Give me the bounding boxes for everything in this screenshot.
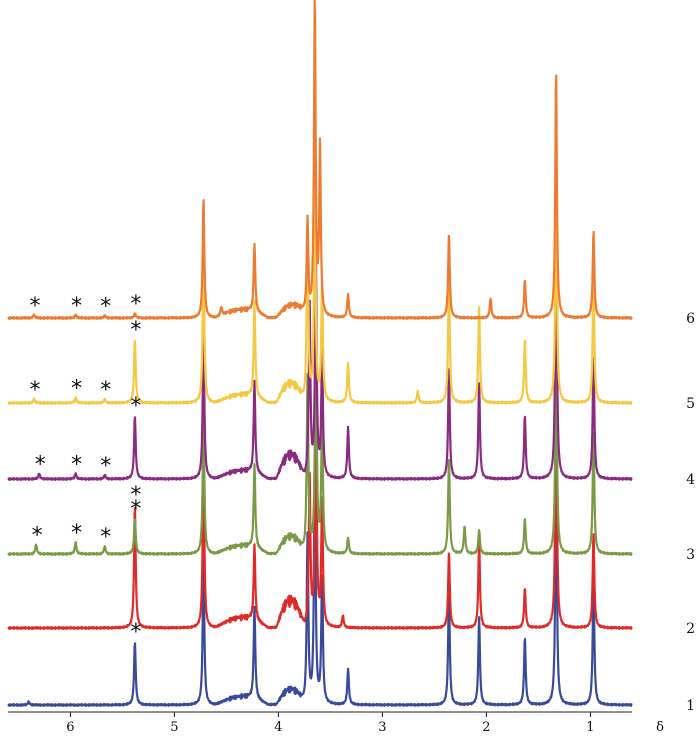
x-tick-label: 5	[170, 720, 178, 733]
spectrum-line-5	[7, 167, 633, 405]
spectrum-label: 3	[686, 547, 695, 563]
impurity-asterisk: *	[35, 452, 46, 477]
x-axis: 6 5 4 3 2 1	[8, 711, 632, 735]
impurity-asterisk: *	[130, 483, 141, 508]
spectrum-label: 1	[686, 698, 695, 714]
spectrum-line-4	[7, 204, 633, 481]
spectrum-line-2	[7, 376, 633, 630]
impurity-asterisk: *	[30, 378, 41, 403]
impurity-asterisk: *	[71, 294, 82, 319]
spectrum-label: 6	[686, 311, 695, 327]
spectrum-label: 5	[686, 396, 695, 412]
impurity-asterisk: *	[71, 521, 82, 546]
impurity-asterisk: *	[30, 294, 41, 319]
spectrum-line-6	[7, 0, 633, 320]
spectrum-label-layer: 1 2 3 4 5 6	[686, 311, 695, 714]
x-axis-unit-label: δ	[656, 720, 664, 733]
impurity-asterisk: *	[100, 295, 111, 320]
x-tick-label: 1	[586, 720, 594, 733]
spectrum-label: 2	[686, 621, 695, 637]
asterisk-layer: *** * *** * *** * *** * * *	[30, 292, 142, 645]
x-tick-label: 6	[66, 720, 74, 733]
series-layer	[7, 0, 633, 707]
impurity-asterisk: *	[130, 394, 141, 419]
spectrum-label: 4	[686, 472, 695, 488]
impurity-asterisk: *	[71, 376, 82, 401]
impurity-asterisk: *	[130, 292, 141, 317]
x-tick-label: 4	[274, 720, 282, 733]
impurity-asterisk: *	[100, 454, 111, 479]
impurity-asterisk: *	[130, 497, 141, 522]
x-tick-label: 2	[482, 720, 490, 733]
impurity-asterisk: *	[100, 378, 111, 403]
impurity-asterisk: *	[100, 525, 111, 550]
impurity-asterisk: *	[32, 523, 43, 548]
spectrum-line-3	[7, 305, 633, 556]
spectrum-line-1	[7, 457, 633, 707]
impurity-asterisk: *	[71, 452, 82, 477]
impurity-asterisk: *	[130, 620, 141, 645]
impurity-asterisk: *	[130, 318, 141, 343]
x-tick-label: 3	[378, 720, 386, 733]
